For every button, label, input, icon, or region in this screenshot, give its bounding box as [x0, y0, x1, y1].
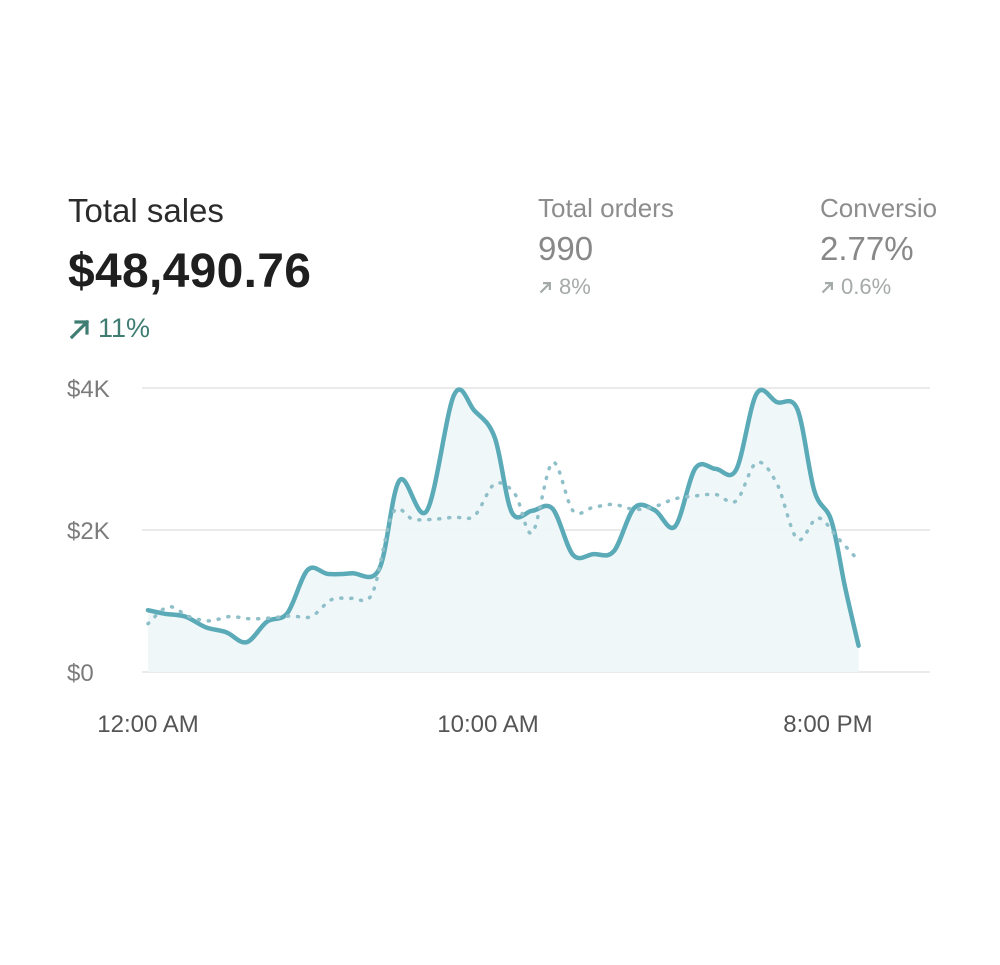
total-orders-delta: 8%	[538, 274, 674, 300]
sales-line-chart[interactable]: $0 $2K $4K 12:00 AM 10:00 AM 8:00 PM	[0, 360, 1000, 750]
total-sales-value: $48,490.76	[68, 245, 312, 298]
arrow-up-right-icon	[539, 281, 551, 293]
conversion-metric[interactable]: Conversio 2.77% 0.6%	[820, 193, 996, 300]
x-axis-ticks: 12:00 AM 10:00 AM 8:00 PM	[97, 711, 872, 738]
conversion-label: Conversio	[820, 193, 938, 223]
conversion-delta-value: 0.6%	[841, 274, 892, 299]
area-fill	[148, 389, 859, 672]
total-sales-delta-value: 11%	[98, 313, 151, 343]
total-orders-delta-value: 8%	[559, 274, 591, 299]
total-orders-label: Total orders	[538, 193, 674, 223]
total-sales-delta: 11%	[68, 313, 311, 344]
chart-series	[145, 387, 861, 648]
y-tick-label: $4K	[67, 376, 110, 403]
conversion-delta: 0.6%	[820, 274, 996, 300]
y-axis-ticks: $0 $2K $4K	[67, 376, 110, 687]
series-line-current	[145, 387, 861, 648]
arrow-up-right-icon	[69, 319, 90, 339]
x-tick-label: 10:00 AM	[437, 711, 538, 738]
total-orders-value: 990	[538, 230, 594, 267]
y-tick-label: $2K	[67, 518, 110, 545]
y-tick-label: $0	[67, 660, 94, 687]
arrow-up-right-icon	[821, 281, 833, 293]
conversion-value: 2.77%	[820, 230, 914, 267]
series-line-previous	[146, 460, 861, 626]
series-area	[148, 389, 859, 672]
total-orders-metric[interactable]: Total orders 990 8%	[538, 193, 674, 300]
x-tick-label: 12:00 AM	[97, 711, 198, 738]
total-sales-metric[interactable]: Total sales $48,490.76 11%	[68, 192, 311, 344]
total-sales-label: Total sales	[68, 192, 224, 229]
x-tick-label: 8:00 PM	[783, 711, 872, 738]
